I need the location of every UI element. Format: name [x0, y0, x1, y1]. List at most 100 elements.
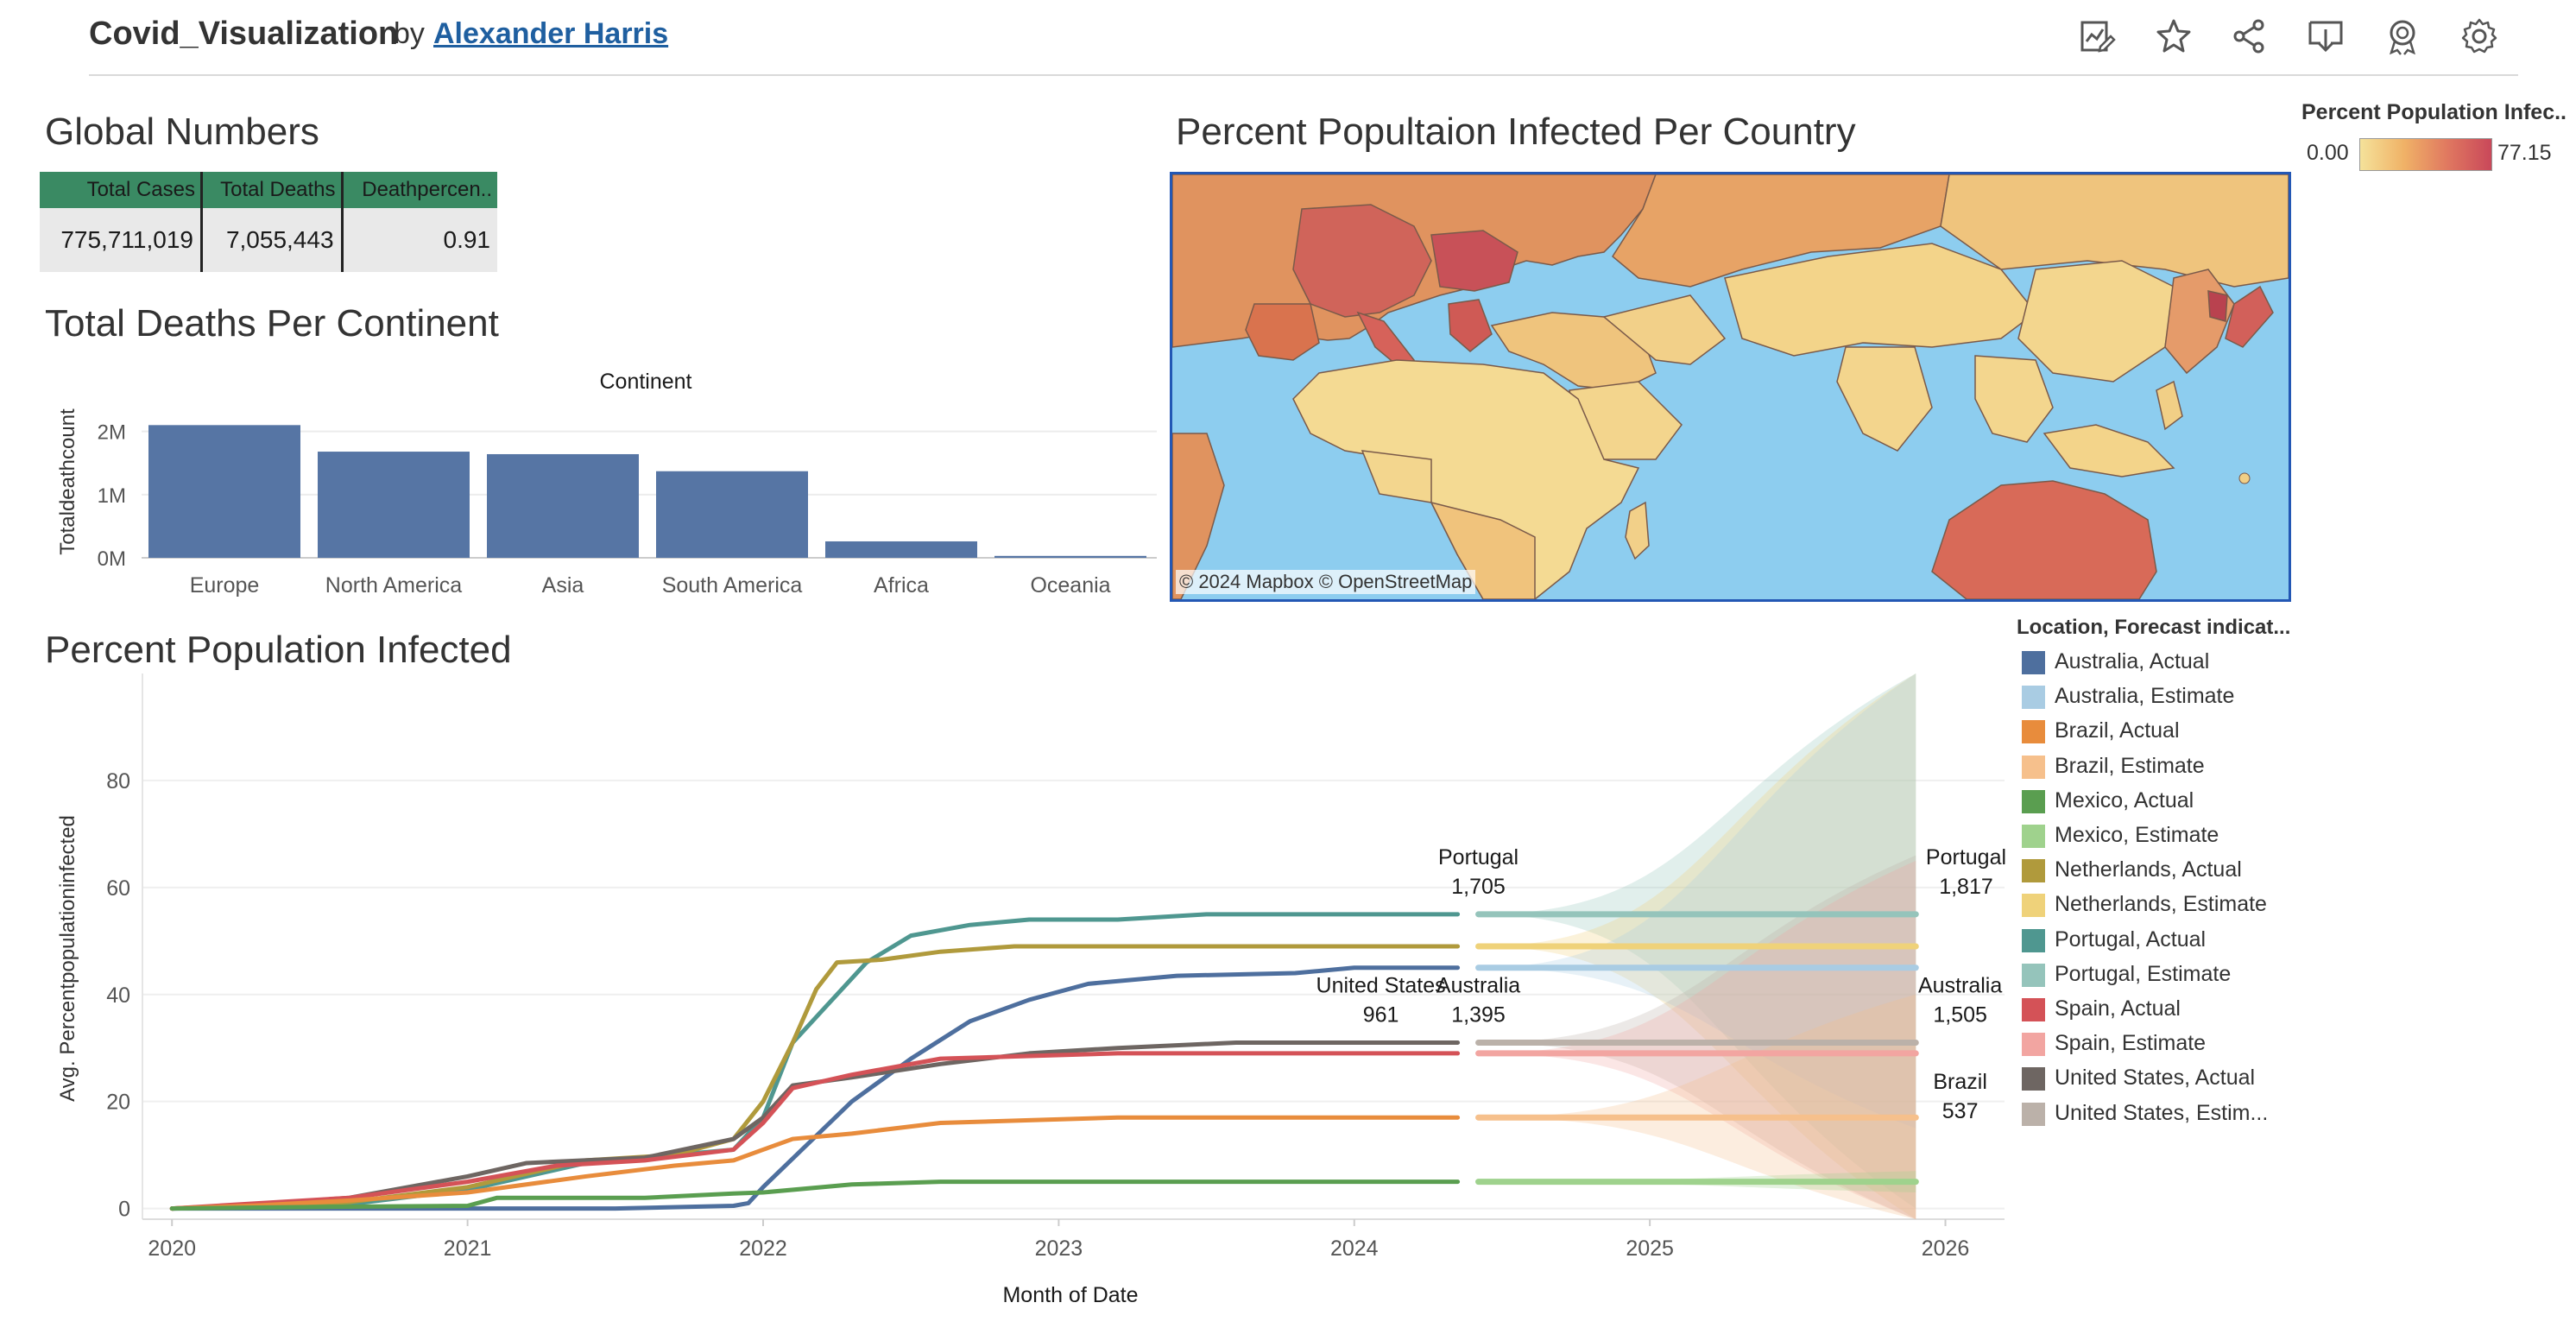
map-canvas	[1172, 174, 2289, 599]
legend-label: Australia, Actual	[2055, 649, 2210, 673]
legend-label: Netherlands, Actual	[2055, 857, 2242, 882]
line-xtick-label: 2025	[1626, 1236, 1674, 1261]
value-total-deaths[interactable]: 7,055,443	[201, 208, 344, 272]
bar-category-label: South America	[662, 573, 803, 598]
color-legend-max: 77.15	[2497, 141, 2552, 165]
legend-label: United States, Estim...	[2055, 1100, 2269, 1125]
line-xtick-label: 2021	[444, 1236, 492, 1261]
legend-swatch	[2022, 1102, 2045, 1126]
legend-label: United States, Actual	[2055, 1066, 2256, 1091]
share-icon[interactable]	[2229, 16, 2270, 57]
header-divider	[89, 74, 2518, 76]
bar-europe[interactable]	[148, 425, 300, 558]
legend-swatch	[2022, 963, 2045, 987]
value-total-cases[interactable]: 775,711,019	[40, 208, 203, 272]
annotation-value: 1,505	[1933, 1003, 1987, 1028]
series-netherlands-actual[interactable]	[169, 944, 1461, 1211]
legend-swatch	[2022, 720, 2045, 744]
annotation-value: 1,817	[1939, 875, 1993, 899]
series-mexico-actual[interactable]	[169, 1179, 1461, 1211]
annotation-location: Australia	[1918, 974, 2002, 998]
legend-label: Spain, Estimate	[2055, 1031, 2207, 1056]
legend-swatch	[2022, 651, 2045, 674]
bar-ytick-label: 0M	[98, 547, 126, 571]
bar-category-label: Africa	[874, 573, 929, 598]
line-xtick-label: 2022	[739, 1236, 787, 1261]
bar-category-label: Europe	[190, 573, 260, 598]
deaths-per-continent-chart: Continent Totaldeathcount 0M 1M 2M Europe N…	[56, 370, 1157, 598]
bar-asia[interactable]	[487, 453, 639, 558]
metrics-icon[interactable]	[2076, 16, 2118, 57]
legend-swatch	[2022, 859, 2045, 883]
workbook-title: Covid_Visualization	[89, 16, 399, 52]
author-link[interactable]: Alexander Harris	[433, 17, 669, 50]
infected-chart-title: Percent Population Infected	[45, 629, 512, 671]
header-death-percent: Deathpercen..	[342, 172, 497, 208]
settings-gear-icon[interactable]	[2459, 16, 2500, 57]
legend-label: Brazil, Actual	[2055, 718, 2180, 743]
legend-swatch	[2022, 789, 2045, 813]
header-total-cases: Total Cases	[40, 172, 203, 208]
line-xtick-label: 2020	[148, 1236, 196, 1261]
legend-swatch	[2022, 928, 2045, 952]
legend-label: Mexico, Actual	[2055, 787, 2194, 813]
y-axis-label: Avg. Percentpopulationinfected	[56, 815, 79, 1102]
legend-swatch	[2022, 998, 2045, 1021]
legend-swatch	[2022, 1033, 2045, 1057]
annotation-location: Australia	[1436, 974, 1520, 998]
bar-ytick-label: 2M	[98, 421, 126, 445]
annotation-value: 1,705	[1451, 875, 1506, 899]
deaths-chart-title: Total Deaths Per Continent	[45, 302, 499, 345]
bar-south-america[interactable]	[656, 471, 808, 558]
map-title: Percent Popultaion Infected Per Country	[1176, 111, 1856, 153]
badge-icon[interactable]	[2382, 16, 2423, 57]
bar-category-label: Oceania	[1030, 573, 1110, 598]
line-ytick-label: 60	[106, 876, 130, 901]
color-legend-min: 0.00	[2307, 141, 2349, 165]
header-total-deaths: Total Deaths	[201, 172, 344, 208]
series-australia-actual[interactable]	[169, 965, 1461, 1211]
legend-swatch	[2022, 755, 2045, 779]
color-legend-gradient	[2359, 138, 2492, 171]
line-xtick-label: 2023	[1035, 1236, 1083, 1261]
annotation-location: Brazil	[1933, 1070, 1987, 1094]
bar-north-america[interactable]	[318, 452, 470, 558]
band-australia-estimate	[1478, 673, 1916, 1129]
bar-africa[interactable]	[825, 541, 977, 558]
annotation-location: Portugal	[1438, 845, 1518, 870]
by-label: by	[394, 17, 425, 50]
bar-oceania[interactable]	[994, 555, 1146, 558]
color-legend-title: Percent Population Infec..	[2301, 100, 2567, 124]
legend-label: Spain, Actual	[2055, 996, 2181, 1021]
favorite-star-icon[interactable]	[2153, 16, 2194, 57]
y-axis-label: Totaldeathcount	[56, 408, 79, 555]
infection-map[interactable]	[1170, 172, 2291, 602]
bar-ytick-label: 1M	[98, 484, 126, 508]
annotation-location: Portugal	[1926, 845, 2006, 870]
x-axis-label: Month of Date	[1002, 1283, 1138, 1307]
legend-swatch	[2022, 686, 2045, 710]
legend-swatch	[2022, 1067, 2045, 1091]
download-icon[interactable]	[2305, 16, 2346, 57]
line-xtick-label: 2026	[1922, 1236, 1970, 1261]
map-credit[interactable]: © 2024 Mapbox © OpenStreetMap	[1176, 570, 1476, 594]
legend-swatch	[2022, 825, 2045, 848]
series-brazil-actual[interactable]	[169, 1115, 1461, 1211]
value-death-percent[interactable]: 0.91	[342, 208, 497, 272]
series-portugal-actual[interactable]	[169, 912, 1461, 1211]
annotation-value: 537	[1942, 1099, 1979, 1123]
band-portugal-estimate	[1478, 673, 1916, 1209]
line-ytick-label: 20	[106, 1091, 130, 1115]
line-xtick-label: 2024	[1330, 1236, 1379, 1261]
global-numbers-title: Global Numbers	[45, 111, 319, 153]
bar-category-label: North America	[325, 573, 462, 598]
percent-infected-chart: Portugal 1,705 United States 961 Australia 1,…	[56, 673, 2006, 1307]
annotation-value: 961	[1363, 1003, 1399, 1028]
series-united-states-actual[interactable]	[169, 1040, 1461, 1211]
legend-label: Portugal, Estimate	[2055, 961, 2232, 986]
legend-label: Brazil, Estimate	[2055, 753, 2205, 778]
series-spain-actual[interactable]	[169, 1051, 1461, 1211]
continent-header-label: Continent	[599, 370, 691, 394]
legend-label: Australia, Estimate	[2055, 684, 2235, 709]
line-legend-title: Location, Forecast indicat...	[2017, 616, 2291, 639]
